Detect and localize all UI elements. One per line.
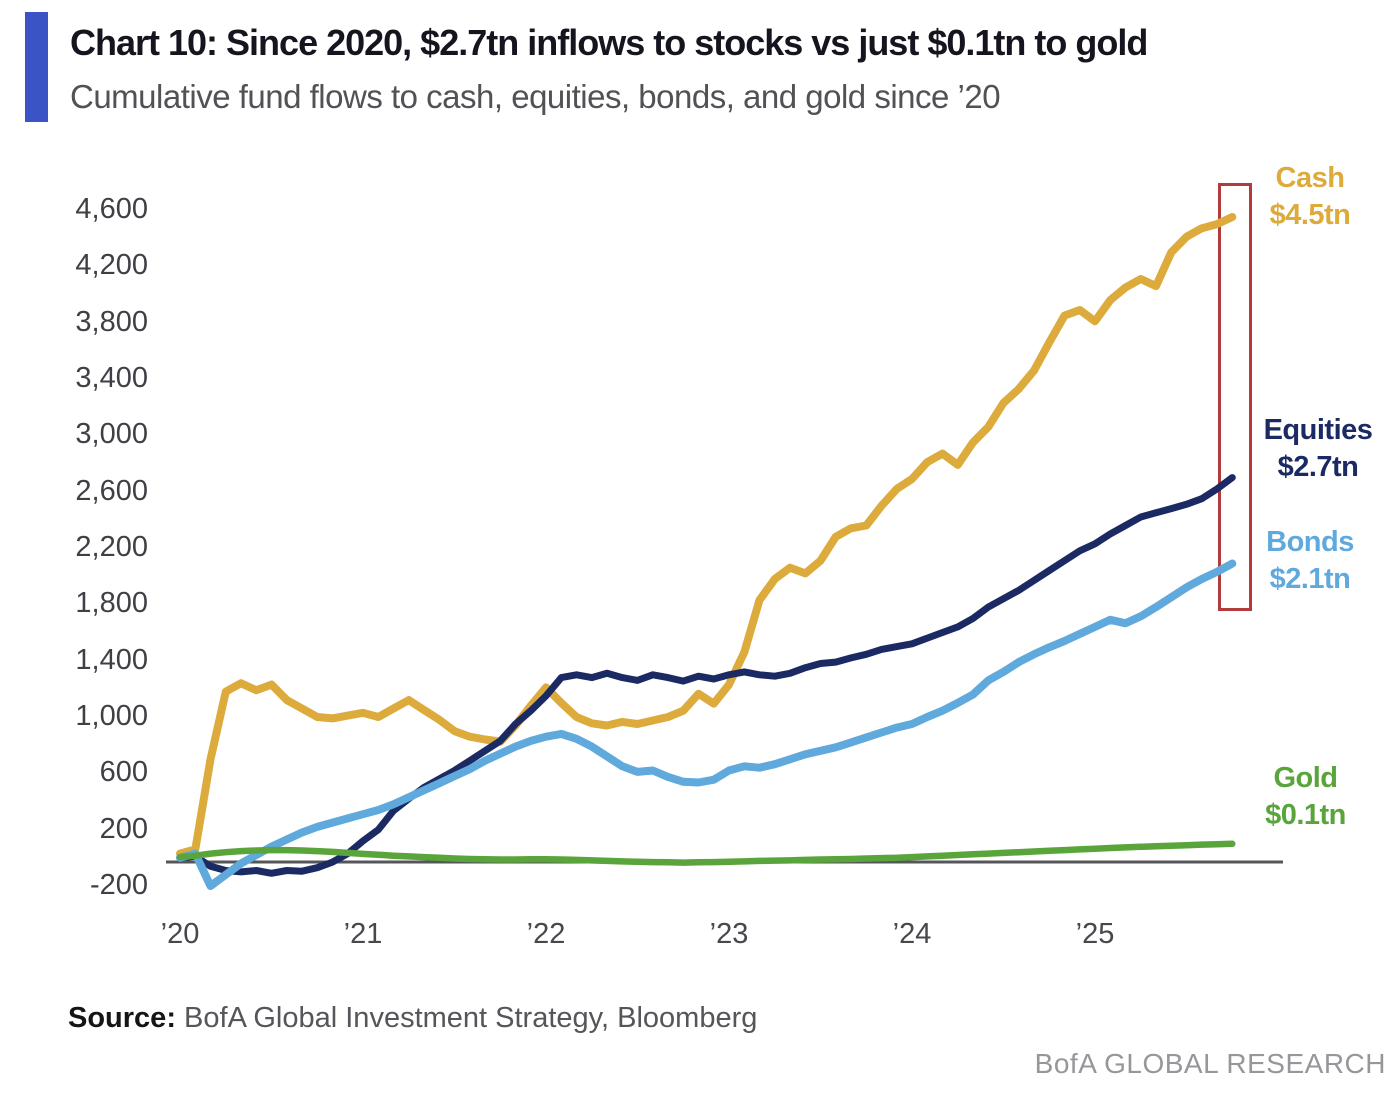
y-axis-tick-label: 2,600 bbox=[75, 474, 148, 507]
accent-bar bbox=[25, 12, 48, 122]
legend-gold: Gold $0.1tn bbox=[1243, 760, 1368, 834]
legend-cash-value: $4.5tn bbox=[1269, 199, 1351, 231]
legend-equities-value: $2.7tn bbox=[1277, 451, 1359, 483]
source-line: Source: BofA Global Investment Strategy,… bbox=[68, 1002, 757, 1035]
y-axis-tick-label: 2,200 bbox=[75, 531, 148, 563]
y-axis-tick-label: 4,200 bbox=[75, 249, 148, 282]
header-text: Chart 10: Since 2020, $2.7tn inflows to … bbox=[70, 12, 1148, 122]
x-axis-tick-label: ’23 bbox=[709, 918, 749, 950]
y-axis-tick-label: 600 bbox=[99, 756, 148, 789]
legend-bonds-name: Bonds bbox=[1266, 526, 1354, 558]
y-axis-tick-label: 1,000 bbox=[75, 700, 148, 732]
chart-title: Chart 10: Since 2020, $2.7tn inflows to … bbox=[70, 22, 1148, 63]
y-axis-tick-label: 200 bbox=[99, 812, 148, 845]
y-axis-tick-label: 1,400 bbox=[75, 643, 148, 676]
x-axis-tick-label: ’25 bbox=[1075, 918, 1115, 950]
legend-equities-name: Equities bbox=[1263, 414, 1373, 446]
chart-header: Chart 10: Since 2020, $2.7tn inflows to … bbox=[25, 12, 1148, 122]
chart-subtitle: Cumulative fund flows to cash, equities,… bbox=[70, 77, 1001, 115]
chart-area bbox=[0, 140, 1394, 980]
legend-cash: Cash $4.5tn bbox=[1245, 160, 1375, 234]
legend-gold-name: Gold bbox=[1273, 762, 1338, 794]
source-text: BofA Global Investment Strategy, Bloombe… bbox=[175, 1002, 758, 1034]
y-axis-tick-label: 4,600 bbox=[75, 193, 148, 225]
legend-bonds-value: $2.1tn bbox=[1269, 563, 1351, 595]
y-axis-tick-label: 3,800 bbox=[75, 305, 148, 338]
legend-gold-value: $0.1tn bbox=[1265, 799, 1346, 831]
y-axis-tick-label: -200 bbox=[89, 869, 148, 901]
legend-equities: Equities $2.7tn bbox=[1242, 412, 1394, 486]
legend-bonds: Bonds $2.1tn bbox=[1245, 524, 1375, 598]
x-axis-tick-label: ’21 bbox=[343, 918, 383, 950]
y-axis-tick-label: 3,000 bbox=[75, 418, 148, 451]
bofa-global-research-watermark: BofA GLOBAL RESEARCH bbox=[1034, 1048, 1386, 1079]
y-axis-tick-label: 1,800 bbox=[75, 587, 148, 620]
y-axis-tick-label: 3,400 bbox=[75, 362, 148, 394]
source-label: Source: bbox=[68, 1002, 176, 1034]
x-axis-tick-label: ’22 bbox=[526, 918, 566, 950]
x-axis-tick-label: ’20 bbox=[160, 918, 200, 950]
legend-cash-name: Cash bbox=[1275, 162, 1345, 194]
x-axis-tick-label: ’24 bbox=[892, 918, 932, 950]
